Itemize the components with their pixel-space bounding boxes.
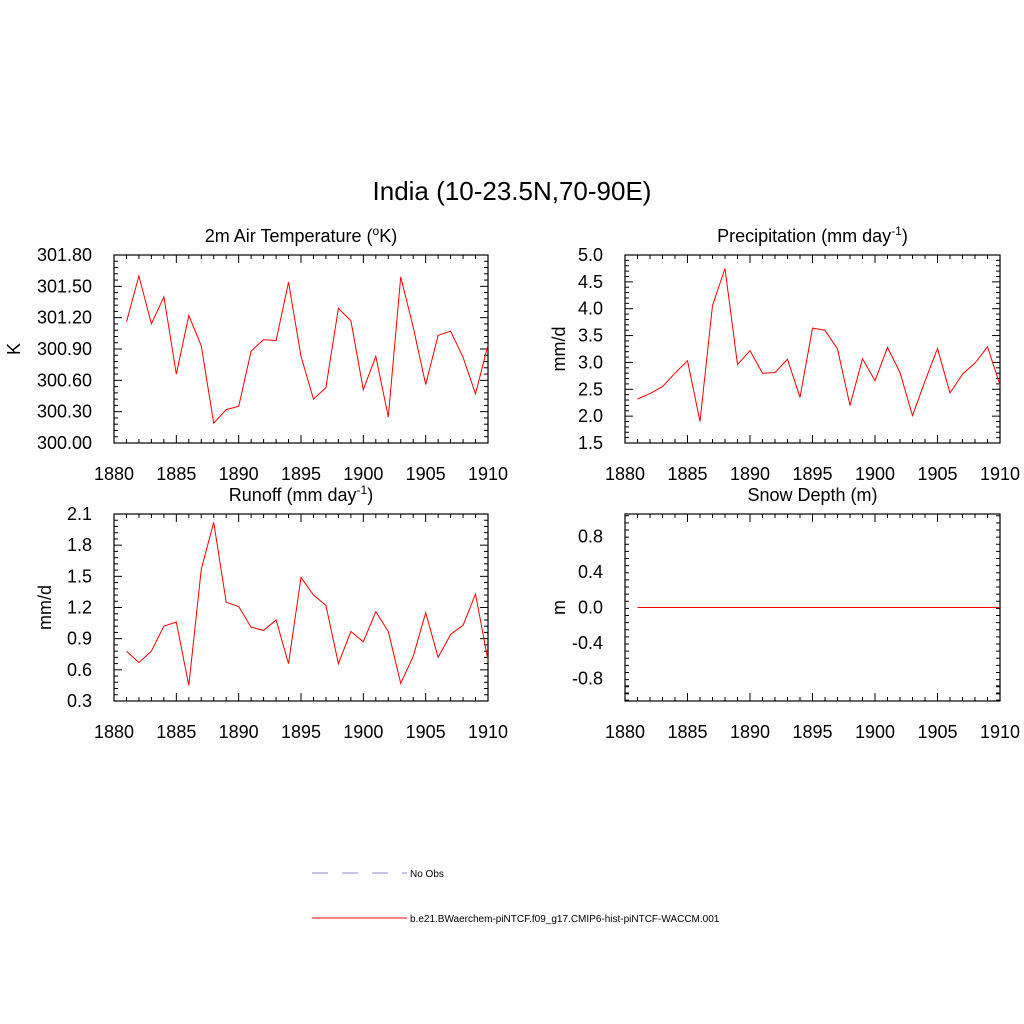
x-tick-label: 1880: [605, 464, 645, 484]
legend-model-label: b.e21.BWaerchem-piNTCF.f09_g17.CMIP6-his…: [410, 914, 720, 925]
panel-title: 2m Air Temperature (oK): [205, 224, 397, 246]
y-tick-label: 0.6: [67, 660, 92, 680]
x-tick-label: 1900: [855, 722, 895, 742]
x-tick-label: 1910: [468, 722, 508, 742]
y-tick-label: 300.60: [37, 370, 92, 390]
plot-frame: [113, 513, 489, 702]
panel-title-text: Runoff (mm day: [229, 485, 357, 505]
panel-4: Snow Depth (m) m 1880 1885 1890 1895 1900 1905 1…: [549, 485, 1020, 742]
y-axis-label: mm/d: [35, 585, 55, 630]
y-tick-label: 1.5: [67, 566, 92, 586]
panel-title-suffix: K): [379, 226, 397, 246]
panel-1: 2m Air Temperature (oK) K 1880 1885 1890 1895…: [4, 224, 508, 484]
y-tick-label: 300.30: [37, 402, 92, 422]
y-tick-label: 4.0: [578, 299, 603, 319]
panel-3: Runoff (mm day-1) mm/d 1880 1885 1890 1895 190…: [35, 483, 508, 742]
panel-title-suffix: ): [367, 485, 373, 505]
panel-title-superscript: -1: [891, 224, 902, 238]
plot-frame: [624, 254, 1001, 444]
figure-title: India (10-23.5N,70-90E): [373, 176, 652, 206]
x-tick-label: 1885: [156, 722, 196, 742]
x-tick-label: 1900: [855, 464, 895, 484]
y-tick-label: -0.8: [572, 669, 603, 689]
x-tick-label: 1905: [917, 464, 957, 484]
y-tick-label: 300.90: [37, 339, 92, 359]
x-tick-label: 1895: [281, 464, 321, 484]
y-tick-label: 0.4: [578, 562, 603, 582]
plot-frame: [113, 254, 489, 444]
x-tick-label: 1905: [406, 464, 446, 484]
panel-title-superscript: o: [373, 224, 380, 238]
x-tick-label: 1885: [667, 722, 707, 742]
x-tick-label: 1910: [468, 464, 508, 484]
panel-title-text: Snow Depth (m): [747, 485, 877, 505]
x-tick-label: 1905: [406, 722, 446, 742]
panel-title-text: 2m Air Temperature (: [205, 226, 373, 246]
x-tick-label: 1910: [980, 722, 1020, 742]
panel-2: Precipitation (mm day-1) mm/d 1880 1885 1890…: [549, 224, 1020, 484]
y-tick-label: 1.5: [578, 433, 603, 453]
x-tick-label: 1900: [343, 722, 383, 742]
y-axis-label: K: [4, 343, 24, 355]
y-tick-label: 301.50: [37, 276, 92, 296]
series-line: [126, 273, 489, 425]
series-line: [637, 268, 1001, 422]
x-tick-label: 1895: [792, 464, 832, 484]
y-tick-label: 0.0: [578, 598, 603, 618]
legend-obs-label: No Obs: [410, 869, 444, 880]
x-tick-label: 1905: [917, 722, 957, 742]
y-tick-label: 2.5: [578, 379, 603, 399]
x-tick-label: 1880: [94, 464, 134, 484]
x-tick-label: 1895: [792, 722, 832, 742]
x-tick-label: 1890: [730, 722, 770, 742]
y-tick-label: 4.5: [578, 272, 603, 292]
series-line: [126, 522, 489, 686]
x-tick-label: 1885: [667, 464, 707, 484]
x-tick-label: 1885: [156, 464, 196, 484]
panel-title: Snow Depth (m): [747, 485, 877, 505]
y-tick-label: 301.80: [37, 245, 92, 265]
y-tick-label: 1.2: [67, 598, 92, 618]
panel-title-superscript: -1: [357, 483, 368, 497]
y-axis-label: m: [549, 600, 569, 615]
panel-title: Runoff (mm day-1): [229, 483, 373, 505]
x-tick-label: 1890: [219, 722, 259, 742]
y-tick-label: 3.0: [578, 352, 603, 372]
x-tick-label: 1910: [980, 464, 1020, 484]
y-tick-label: 2.1: [67, 504, 92, 524]
y-tick-label: 0.3: [67, 691, 92, 711]
x-tick-label: 1900: [343, 464, 383, 484]
y-tick-label: 0.8: [578, 526, 603, 546]
y-tick-label: 2.0: [578, 406, 603, 426]
y-tick-label: 5.0: [578, 245, 603, 265]
y-tick-label: 3.5: [578, 326, 603, 346]
legend: No Obs b.e21.BWaerchem-piNTCF.f09_g17.CM…: [312, 869, 720, 925]
x-tick-label: 1890: [730, 464, 770, 484]
panel-title-text: Precipitation (mm day: [717, 226, 891, 246]
y-tick-label: 0.9: [67, 629, 92, 649]
y-tick-label: 301.20: [37, 308, 92, 328]
x-tick-label: 1880: [94, 722, 134, 742]
x-tick-label: 1880: [605, 722, 645, 742]
x-tick-label: 1895: [281, 722, 321, 742]
y-tick-label: 300.00: [37, 433, 92, 453]
panel-title: Precipitation (mm day-1): [717, 224, 908, 246]
y-axis-label: mm/d: [549, 327, 569, 372]
x-tick-label: 1890: [219, 464, 259, 484]
y-tick-label: -0.4: [572, 633, 603, 653]
y-tick-label: 1.8: [67, 535, 92, 555]
panel-title-suffix: ): [902, 226, 908, 246]
panels: 2m Air Temperature (oK) K 1880 1885 1890 1895…: [4, 224, 1020, 742]
